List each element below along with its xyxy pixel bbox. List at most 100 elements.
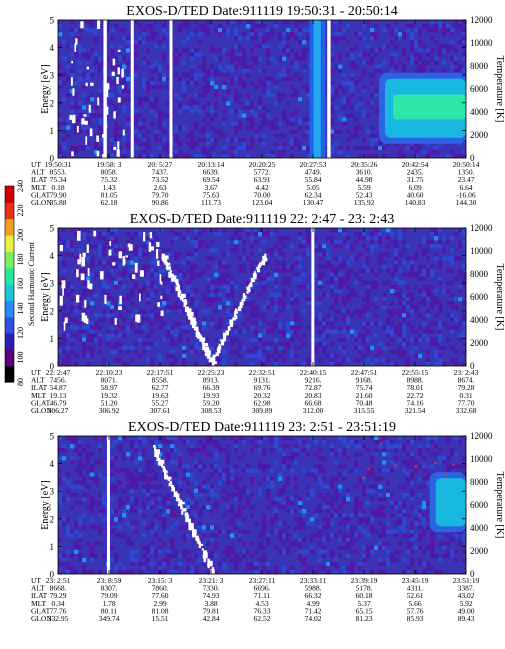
- spectrogram-cell: [350, 89, 355, 94]
- spectrogram-cell: [330, 561, 335, 567]
- spectrogram-cell: [206, 288, 211, 294]
- spectrogram-cell: [378, 505, 383, 510]
- spectrogram-cell: [374, 68, 379, 74]
- spectrogram-cell: [238, 109, 243, 114]
- spectrogram-cell: [198, 52, 203, 57]
- spectrogram-cell: [338, 145, 343, 151]
- spectrogram-cell: [114, 240, 119, 245]
- spectrogram-cell: [434, 256, 439, 261]
- spectrogram-cell: [326, 248, 331, 253]
- spectrogram-cell: [366, 292, 371, 298]
- spectrogram-cell: [230, 557, 235, 563]
- y-tick-label: 3: [50, 487, 55, 497]
- spectrogram-cell: [386, 321, 391, 326]
- dropout-mark: [134, 262, 138, 273]
- spectrogram-cell: [294, 317, 299, 322]
- spectrogram-cell: [322, 565, 327, 571]
- spectrogram-cell: [162, 280, 167, 286]
- spectrogram-cell: [370, 496, 375, 502]
- spectrogram-cell: [374, 64, 379, 70]
- spectrogram-cell: [214, 309, 219, 314]
- spectrogram-cell: [146, 141, 151, 147]
- spectrogram-cell: [414, 68, 419, 74]
- spectrogram-cell: [178, 105, 183, 110]
- spectrogram-cell: [262, 436, 267, 441]
- spectrogram-cell: [418, 52, 423, 57]
- spectrogram-cell: [194, 125, 199, 130]
- spectrogram-cell: [94, 52, 99, 57]
- spectrogram-cell: [306, 452, 311, 457]
- spectrogram-cell: [62, 228, 67, 233]
- spectrogram-cell: [334, 496, 339, 502]
- spectrogram-cell: [374, 52, 379, 57]
- spectrogram-cell: [414, 256, 419, 261]
- spectrogram-cell: [454, 349, 459, 355]
- spectrogram-cell: [202, 268, 207, 273]
- spectrogram-cell: [138, 569, 143, 575]
- spectrogram-cell: [358, 252, 363, 257]
- spectrogram-cell: [58, 349, 63, 355]
- spectrogram-cell: [194, 448, 199, 453]
- spectrogram-cell: [446, 280, 451, 286]
- ephemeris-value: 9168.: [356, 376, 373, 385]
- dropout-mark: [88, 283, 93, 290]
- spectrogram-cell: [322, 252, 327, 257]
- spectrogram-cell: [330, 305, 335, 310]
- spectrogram-cell: [390, 40, 395, 45]
- spectrogram-cell: [454, 232, 459, 237]
- spectrogram-cell: [238, 256, 243, 261]
- spectrogram-cell: [86, 129, 91, 134]
- spectrogram-cell: [338, 56, 343, 61]
- spectrogram-cell: [66, 533, 71, 538]
- spectrogram-cell: [230, 109, 235, 114]
- spectrogram-cell: [390, 68, 395, 74]
- spectrogram-cell: [310, 517, 315, 522]
- spectrogram-cell: [422, 236, 427, 241]
- spectrogram-cell: [138, 329, 143, 334]
- spectrogram-cell: [162, 24, 167, 29]
- spectrogram-cell: [282, 252, 287, 257]
- spectrogram-cell: [146, 280, 151, 286]
- spectrogram-cell: [394, 276, 399, 282]
- spectrogram-cell: [358, 145, 363, 151]
- spectrogram-cell: [354, 117, 359, 122]
- spectrogram-cell: [394, 329, 399, 334]
- spectrogram-cell: [210, 317, 215, 322]
- spectrogram-cell: [322, 272, 327, 278]
- spectrogram-cell: [234, 444, 239, 449]
- spectrogram-cell: [122, 72, 127, 78]
- spectrogram-cell: [82, 236, 87, 241]
- spectrogram-cell: [454, 68, 459, 74]
- spectrogram-cell: [270, 521, 275, 526]
- hot-speck: [452, 463, 455, 466]
- spectrogram-cell: [370, 133, 375, 139]
- spectrogram-cell: [226, 292, 231, 298]
- y-axis-label: Energy [eV]: [40, 480, 51, 530]
- spectrogram-cell: [294, 444, 299, 449]
- spectrogram-cell: [294, 509, 299, 514]
- spectrogram-cell: [270, 440, 275, 445]
- spectrogram-cell: [166, 561, 171, 567]
- spectrogram-cell: [138, 436, 143, 441]
- spectrogram-cell: [290, 60, 295, 65]
- spectrogram-cell: [366, 113, 371, 118]
- spectrogram-cell: [250, 284, 255, 290]
- spectrogram-cell: [418, 509, 423, 514]
- spectrogram-cell: [318, 480, 323, 486]
- spectrogram-cell: [114, 248, 119, 253]
- y-tick-label: 3: [50, 71, 55, 81]
- spectrogram-cell: [118, 44, 123, 49]
- spectrogram-cell: [458, 440, 463, 445]
- spectrogram-cell: [342, 121, 347, 126]
- spectrogram-cell: [402, 525, 407, 530]
- spectrogram-cell: [298, 545, 303, 550]
- spectrogram-cell: [446, 549, 451, 555]
- spectrogram-cell: [394, 64, 399, 70]
- ephemeris-value: 19.63: [152, 391, 169, 400]
- spectrogram-cell: [194, 72, 199, 78]
- spectrogram-cell: [438, 337, 443, 342]
- spectrogram-cell: [254, 84, 259, 90]
- spectrogram-cell: [398, 309, 403, 314]
- spectrogram-cell: [190, 500, 195, 506]
- spectrogram-cell: [262, 89, 267, 94]
